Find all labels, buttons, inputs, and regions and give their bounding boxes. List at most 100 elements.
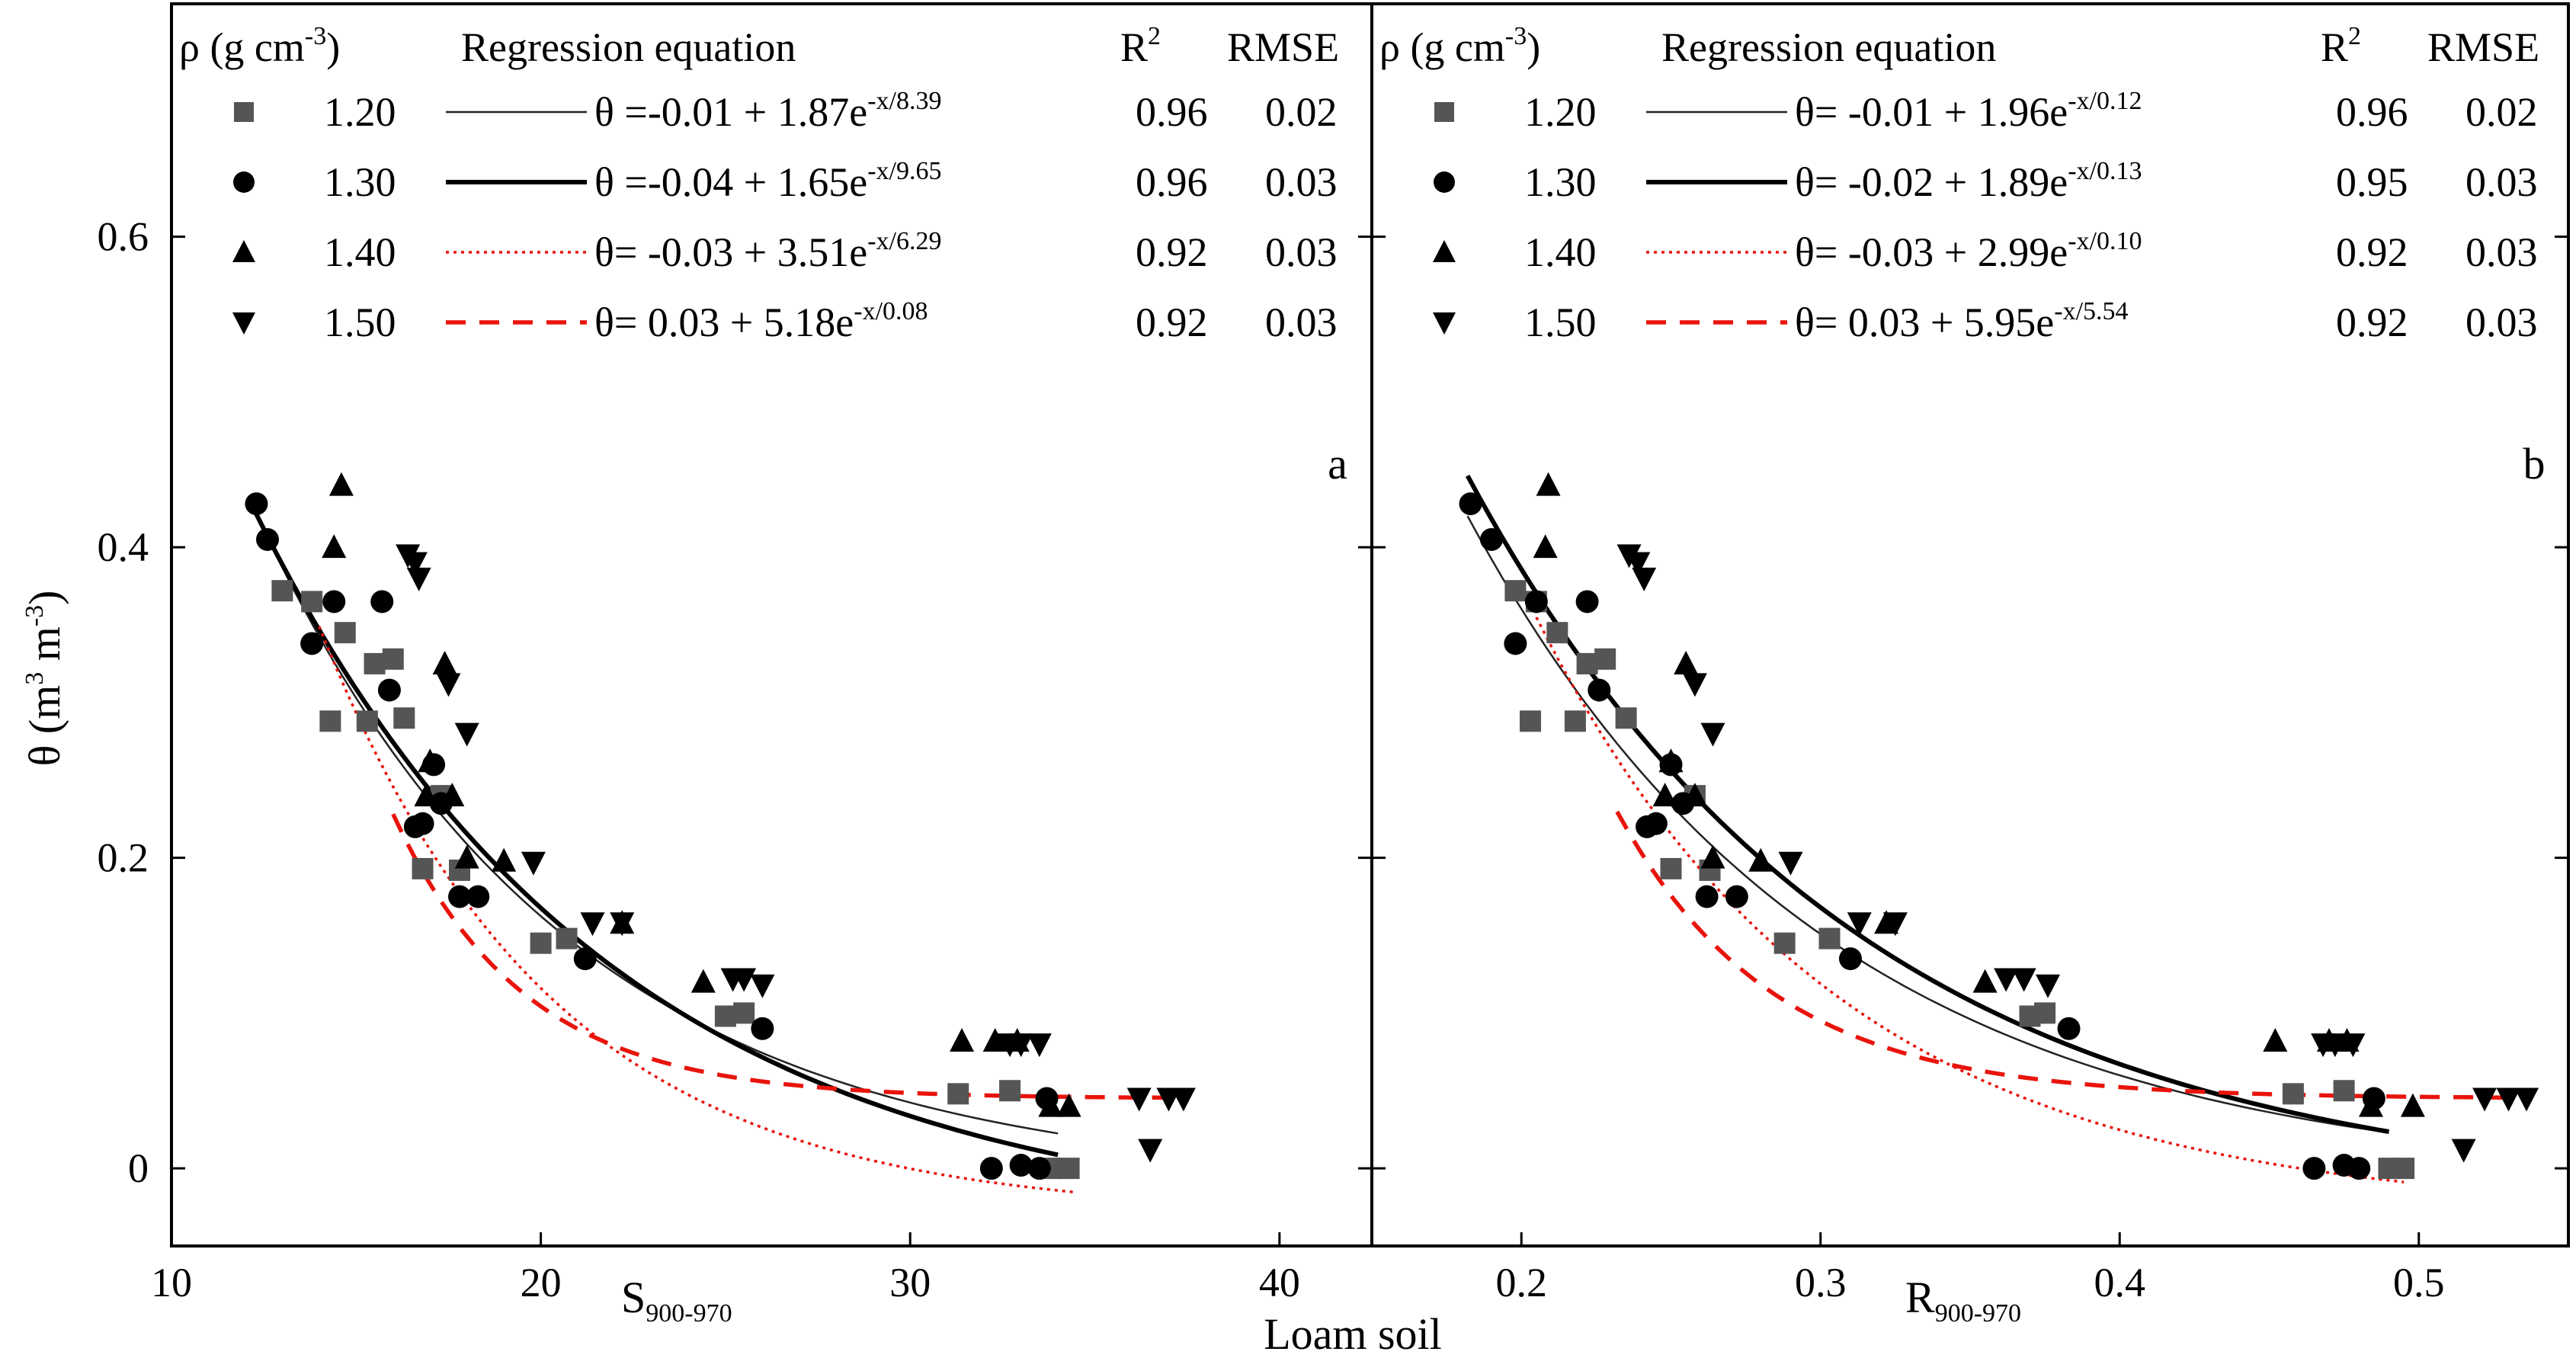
data-point-a-1.40 <box>322 534 347 559</box>
data-point-a-1.20 <box>947 1083 969 1105</box>
legend-header-rmse: RMSE <box>1227 24 1339 70</box>
legend-header-equation: Regression equation <box>461 24 796 70</box>
data-point-b-1.30 <box>1695 885 1719 908</box>
data-point-b-1.50 <box>2451 1139 2476 1163</box>
data-point-b-1.20 <box>1660 857 1682 879</box>
data-point-a-1.20 <box>556 927 578 950</box>
x-axis-title-b: R900-970 <box>1905 1273 2021 1328</box>
data-point-b-1.30 <box>1459 492 1482 516</box>
legend-equation: θ= -0.02 + 1.89e-x/0.13 <box>1795 157 2142 205</box>
data-point-a-1.20 <box>364 652 386 674</box>
data-point-b-1.20 <box>2393 1158 2415 1180</box>
x-tick-label: 10 <box>151 1260 192 1305</box>
legend-marker-b-1.50 <box>1433 312 1456 335</box>
data-point-b-1.30 <box>1588 678 1611 702</box>
data-point-a-1.40 <box>414 783 439 807</box>
legend-marker-b-1.30 <box>1434 171 1455 193</box>
legend-density: 1.50 <box>324 299 396 345</box>
regression-curve-b-1.40 <box>1535 617 2405 1183</box>
data-point-b-1.30 <box>1575 590 1599 613</box>
legend-r2-value: 0.92 <box>1136 229 1208 275</box>
x-tick-label: 30 <box>889 1260 931 1305</box>
data-point-a-1.20 <box>1058 1158 1080 1180</box>
legend-rmse-value: 0.03 <box>2465 159 2538 205</box>
y-tick-label: 0.4 <box>98 524 149 570</box>
data-point-a-1.50 <box>1171 1087 1196 1112</box>
data-point-a-1.20 <box>714 1005 736 1027</box>
data-point-b-1.20 <box>1773 932 1796 954</box>
legend-r2-value: 0.92 <box>1136 299 1208 345</box>
data-point-a-1.20 <box>271 580 293 602</box>
data-point-a-1.20 <box>412 857 434 879</box>
legend-equation: θ =-0.04 + 1.65e-x/9.65 <box>594 157 942 205</box>
legend-r2-value: 0.96 <box>2336 89 2408 135</box>
x-tick-label: 0.2 <box>1496 1260 1548 1305</box>
data-point-b-1.50 <box>2472 1087 2498 1112</box>
data-point-a-1.50 <box>580 912 605 937</box>
data-point-a-1.20 <box>356 710 378 732</box>
data-points <box>245 472 2539 1180</box>
legend-r2-value: 0.96 <box>1136 89 1208 135</box>
legend-equation: θ= -0.03 + 3.51e-x/6.29 <box>594 227 942 275</box>
data-point-b-1.40 <box>1533 534 1558 559</box>
data-point-a-1.40 <box>440 783 465 807</box>
legend-header-density: ρ (g cm-3) <box>1379 22 1540 70</box>
legend-header-density: ρ (g cm-3) <box>179 22 340 70</box>
data-point-b-1.40 <box>1658 748 1684 773</box>
plot-frame-b <box>1370 2 2570 1248</box>
data-point-a-1.20 <box>301 591 323 613</box>
data-point-a-1.40 <box>1056 1093 1081 1117</box>
data-point-b-1.30 <box>1644 812 1668 835</box>
x-tick-label: 0.3 <box>1795 1260 1847 1305</box>
regression-curve-b-1.20 <box>1466 515 2389 1134</box>
data-point-a-1.50 <box>1027 1033 1052 1058</box>
data-point-b-1.30 <box>1480 527 1503 551</box>
data-point-b-1.50 <box>2514 1087 2539 1112</box>
regression-curve-a-1.50 <box>391 813 1187 1100</box>
y-axis-label: θ (m3 m-3) <box>20 591 69 767</box>
data-point-b-1.50 <box>1994 968 2019 992</box>
legend-marker-a-1.50 <box>232 312 255 335</box>
data-point-b-1.30 <box>1725 885 1748 908</box>
x-axis-label-bottom: Loam soil <box>1264 1309 1442 1358</box>
regression-curve-b-1.30 <box>1465 474 2390 1134</box>
legend-marker-b-1.20 <box>1434 102 1454 122</box>
legend-density: 1.20 <box>324 89 396 135</box>
data-point-b-1.40 <box>1700 844 1725 869</box>
data-point-b-1.30 <box>1504 632 1527 655</box>
data-point-a-1.40 <box>1038 1093 1063 1117</box>
data-point-a-1.30 <box>573 947 597 971</box>
data-point-a-1.20 <box>334 622 356 644</box>
data-point-b-1.50 <box>1847 912 1872 937</box>
legend-density: 1.50 <box>1524 299 1597 345</box>
y-tick-label: 0.6 <box>98 214 149 260</box>
data-point-a-1.40 <box>432 650 457 674</box>
data-point-a-1.20 <box>999 1080 1021 1102</box>
data-point-a-1.50 <box>436 673 461 697</box>
data-point-b-1.20 <box>1504 580 1527 602</box>
legend-marker-a-1.40 <box>232 240 255 262</box>
legend-marker-a-1.20 <box>234 102 254 122</box>
y-tick-label: 0 <box>128 1145 149 1191</box>
plot-frames <box>170 2 2570 1248</box>
data-point-b-1.20 <box>1520 710 1542 732</box>
data-point-a-1.30 <box>377 678 401 702</box>
data-point-b-1.20 <box>1818 927 1841 950</box>
legend-header-r2: R2 <box>1120 22 1161 70</box>
x-tick-label: 0.4 <box>2094 1260 2146 1305</box>
data-point-a-1.30 <box>322 590 346 613</box>
data-point-b-1.50 <box>1778 851 1803 876</box>
data-point-a-1.30 <box>370 590 394 613</box>
data-point-a-1.50 <box>402 552 428 576</box>
data-point-a-1.50 <box>1008 1033 1033 1058</box>
data-point-a-1.50 <box>732 968 757 992</box>
regression-curve-a-1.40 <box>318 626 1077 1194</box>
data-point-b-1.50 <box>1682 673 1707 697</box>
data-point-b-1.40 <box>1536 472 1561 496</box>
data-point-b-1.50 <box>2322 1033 2347 1058</box>
axis-labels: θ (m3 m-3) Loam soil <box>20 591 1442 1358</box>
data-point-b-1.20 <box>2333 1080 2355 1102</box>
data-point-a-1.20 <box>733 1002 755 1024</box>
legend-density: 1.30 <box>1524 159 1597 205</box>
axis-ticks: 10 20 30 40 0 0.2 0.4 0.6 S900-970 a 0.2 0.3 0.4 0.5 R… <box>98 214 2568 1328</box>
